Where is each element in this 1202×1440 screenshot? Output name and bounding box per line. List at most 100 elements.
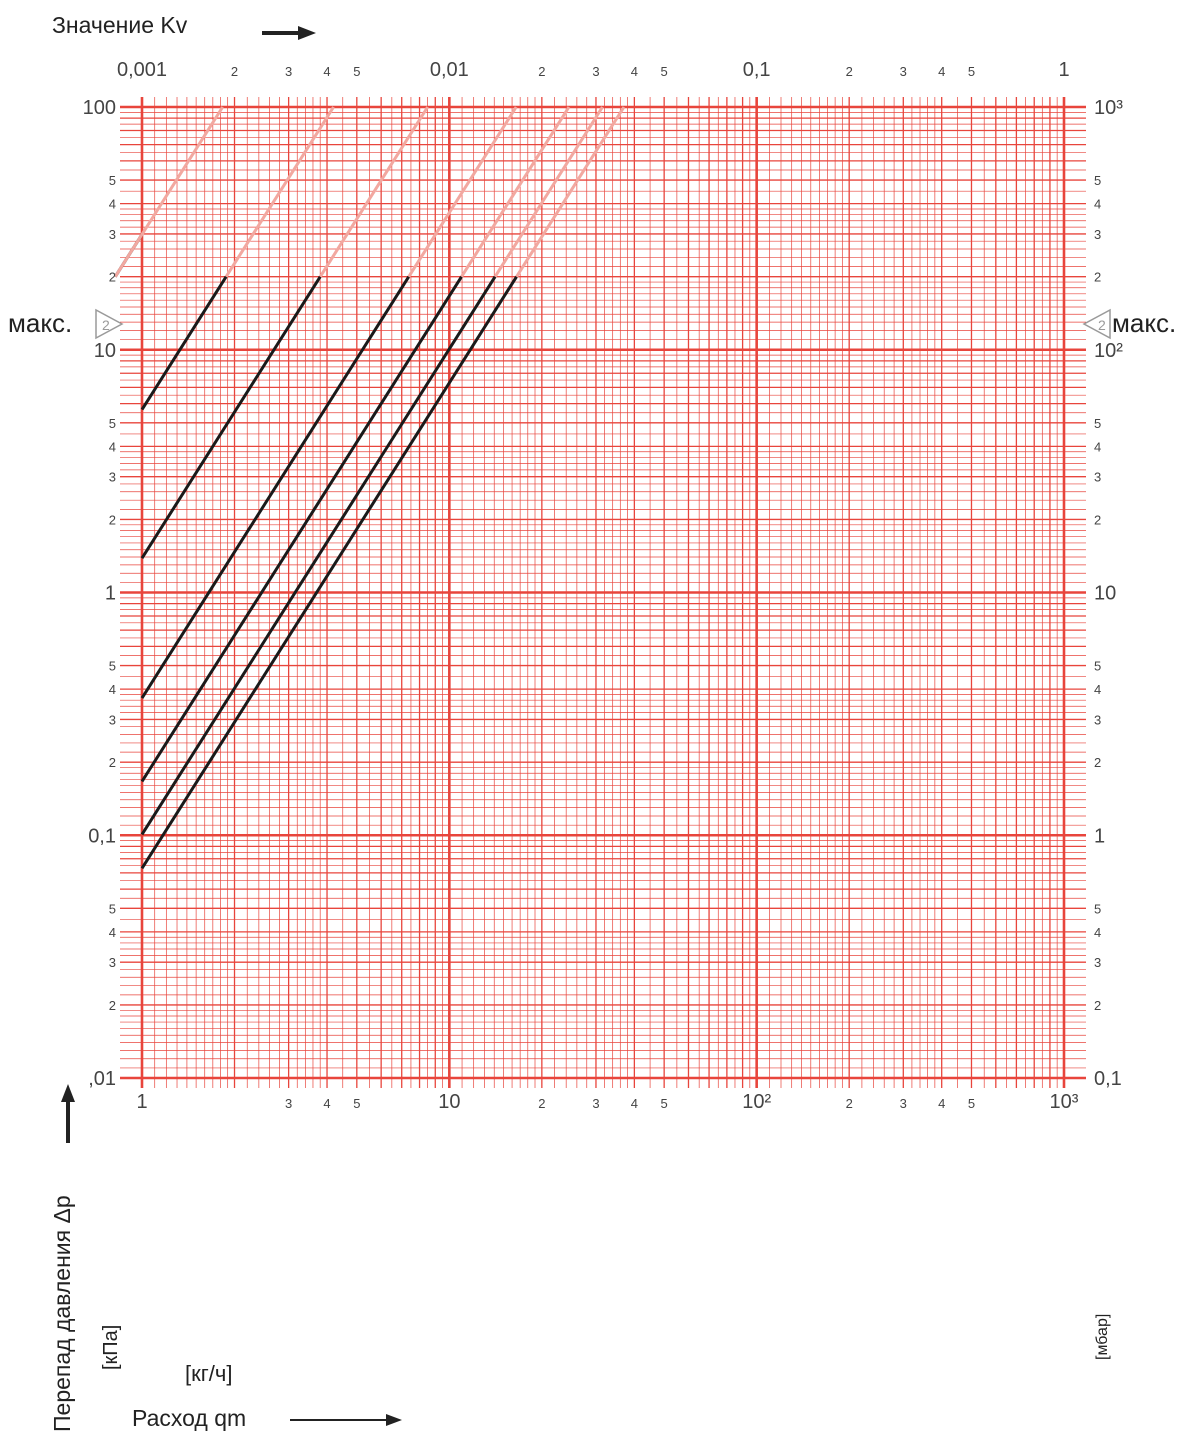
series-line-max-above-max [515,106,626,278]
left-tick-label: 4 [109,197,116,212]
right-tick-label: 4 [1094,197,1101,212]
series-line-5-above-max [460,106,571,278]
right-tick-label: 3 [1094,955,1101,970]
bottom-axis-title: Расход qm [132,1405,246,1431]
top-tick-label: 2 [846,64,853,79]
left-tick-label: 10 [94,340,116,362]
bottom-tick-label: 3 [592,1096,599,1111]
max-triangle-left-icon [95,308,124,340]
right-tick-label: 5 [1094,173,1101,188]
right-tick-label: 3 [1094,227,1101,242]
bottom-tick-label: 3 [285,1096,292,1111]
top-tick-label: 5 [968,64,975,79]
bottom-tick-label: 10³ [1050,1091,1079,1113]
right-tick-label: 5 [1094,416,1101,431]
left-tick-label: 3 [109,470,116,485]
left-tick-label: 4 [109,925,116,940]
right-tick-label: 10² [1094,340,1123,362]
right-tick-label: 2 [1094,512,1101,527]
left-tick-label: 3 [109,955,116,970]
series-line-3-above-max [318,106,429,278]
max-marker-left: макс. 2 [8,308,124,340]
bottom-tick-label: 10 [438,1091,460,1113]
series-line-4 [140,275,411,699]
bottom-axis-unit: [кг/ч] [185,1361,232,1386]
right-tick-label: 10³ [1094,97,1123,119]
top-tick-label: 4 [323,64,330,79]
left-tick-label: 100 [83,97,116,119]
top-tick-label: 3 [592,64,599,79]
top-tick-label: 0,01 [430,59,469,81]
top-tick-label: 3 [285,64,292,79]
right-tick-label: 2 [1094,755,1101,770]
bottom-tick-label: 3 [900,1096,907,1111]
top-tick-label: 4 [631,64,638,79]
left-tick-label: 2 [109,755,116,770]
max-marker-right: 2 макс. [1082,308,1176,340]
left-tick-label: 5 [109,659,116,674]
bottom-tick-label: 10² [742,1091,771,1113]
right-tick-label: 1 [1094,825,1105,847]
right-tick-label: 3 [1094,712,1101,727]
left-tick-label: 2 [109,512,116,527]
max-marker-right-value: 2 [1098,317,1106,333]
series-line-2 [140,275,228,411]
left-tick-label: 4 [109,682,116,697]
chart-series-lines: 123456макс. [113,106,626,870]
left-tick-label: ,01 [88,1068,116,1090]
bottom-tick-label: 2 [846,1096,853,1111]
left-tick-label: 5 [109,416,116,431]
right-tick-label: 10 [1094,583,1116,605]
right-tick-label: 3 [1094,470,1101,485]
series-line-1-above-max [113,106,224,278]
left-axis-title: Перепад давления Δp [49,1195,75,1432]
bottom-tick-label: 5 [353,1096,360,1111]
left-tick-label: 0,1 [88,825,116,847]
top-axis-arrow-icon [262,26,316,40]
right-tick-label: 0,1 [1094,1068,1122,1090]
left-tick-label: 2 [109,998,116,1013]
series-line-max [140,275,518,870]
series-line-6-above-max [493,106,604,278]
series-line-3 [140,275,322,560]
right-tick-label: 5 [1094,659,1101,674]
top-tick-label: 5 [353,64,360,79]
right-tick-label: 4 [1094,925,1101,940]
top-tick-label: 5 [661,64,668,79]
left-tick-label: 4 [109,439,116,454]
left-axis-arrow-icon [61,1084,75,1143]
right-axis-unit: [мбар] [1094,1314,1111,1360]
bottom-axis-arrow-icon [290,1414,402,1426]
bottom-tick-label: 4 [323,1096,330,1111]
bottom-tick-label: 5 [968,1096,975,1111]
chart-tick-labels: 0,001 2 3 4 5 0,01 2 3 4 5 0,1 2 3 4 5 1 1 3 4 5 10 2 3 4 5 10² 2 3… [83,59,1124,1113]
max-label-right: макс. [1112,308,1176,338]
right-tick-label: 4 [1094,439,1101,454]
left-tick-label: 1 [105,583,116,605]
top-tick-label: 3 [900,64,907,79]
left-tick-label: 3 [109,227,116,242]
left-tick-label: 2 [109,270,116,285]
right-tick-label: 5 [1094,901,1101,916]
series-line-2-above-max [224,106,335,278]
series-line-4-above-max [407,106,518,278]
bottom-tick-label: 4 [631,1096,638,1111]
right-tick-label: 2 [1094,998,1101,1013]
max-label-left: макс. [8,308,72,338]
bottom-tick-label: 4 [938,1096,945,1111]
bottom-tick-label: 5 [661,1096,668,1111]
top-tick-label: 0,1 [743,59,771,81]
chart-grid [120,97,1086,1088]
top-tick-label: 0,001 [117,59,167,81]
left-tick-label: 5 [109,173,116,188]
bottom-tick-label: 1 [136,1091,147,1113]
series-line-5 [140,275,463,783]
max-marker-left-value: 2 [102,317,110,333]
top-tick-label: 1 [1058,59,1069,81]
top-tick-label: 4 [938,64,945,79]
max-triangle-right-icon [1082,308,1111,340]
series-line-6 [140,275,497,836]
left-axis-unit: [кПа] [100,1325,122,1370]
left-tick-label: 3 [109,712,116,727]
